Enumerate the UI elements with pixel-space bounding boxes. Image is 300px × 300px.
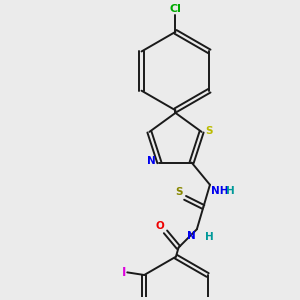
Text: S: S (206, 126, 213, 136)
Text: Cl: Cl (169, 4, 181, 14)
Text: N: N (187, 230, 196, 241)
Text: S: S (175, 187, 182, 196)
Text: H: H (226, 186, 234, 196)
Text: H: H (205, 232, 213, 242)
Text: O: O (155, 220, 164, 230)
Text: I: I (122, 266, 126, 279)
Text: NH: NH (211, 186, 229, 196)
Text: N: N (147, 156, 155, 166)
